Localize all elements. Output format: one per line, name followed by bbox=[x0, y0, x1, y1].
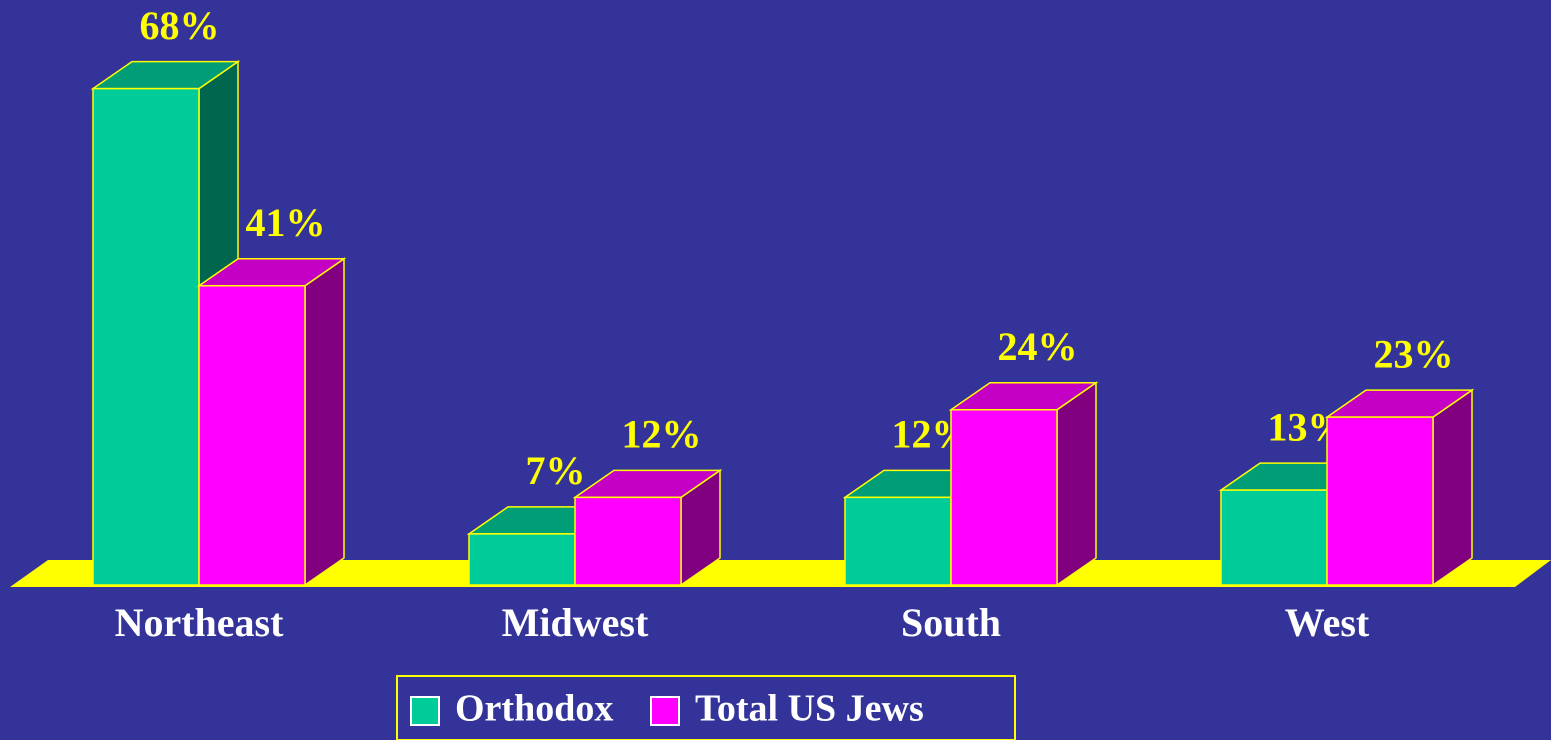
bar bbox=[572, 468, 723, 587]
data-label: 23% bbox=[1374, 331, 1454, 376]
bar-side bbox=[1056, 381, 1097, 587]
x-tick-label: Midwest bbox=[502, 600, 649, 645]
data-label: 24% bbox=[998, 324, 1078, 369]
legend-swatch bbox=[410, 696, 440, 726]
x-tick-label: West bbox=[1285, 600, 1370, 645]
x-tick-label: Northeast bbox=[115, 600, 285, 645]
data-label: 41% bbox=[246, 200, 326, 245]
bar-front bbox=[198, 284, 306, 586]
floor bbox=[10, 560, 1551, 587]
bar-front bbox=[92, 87, 200, 586]
legend bbox=[396, 675, 1016, 740]
bar-front bbox=[844, 496, 952, 586]
data-label: 12% bbox=[622, 412, 702, 457]
bar-side bbox=[304, 257, 345, 587]
bar-front bbox=[468, 533, 576, 586]
data-label: 7% bbox=[526, 448, 586, 493]
bar-front bbox=[1326, 416, 1434, 586]
legend-label: Orthodox bbox=[455, 688, 613, 730]
bar-front bbox=[1220, 489, 1328, 586]
bar-front bbox=[574, 496, 682, 586]
legend-label: Total US Jews bbox=[695, 688, 924, 730]
data-label: 68% bbox=[140, 3, 220, 48]
bar-side bbox=[1432, 388, 1473, 587]
legend-swatch bbox=[650, 696, 680, 726]
bar bbox=[1324, 388, 1475, 587]
bar bbox=[196, 257, 347, 587]
bar bbox=[948, 381, 1099, 587]
bar-front bbox=[950, 409, 1058, 586]
x-tick-label: South bbox=[901, 600, 1001, 645]
